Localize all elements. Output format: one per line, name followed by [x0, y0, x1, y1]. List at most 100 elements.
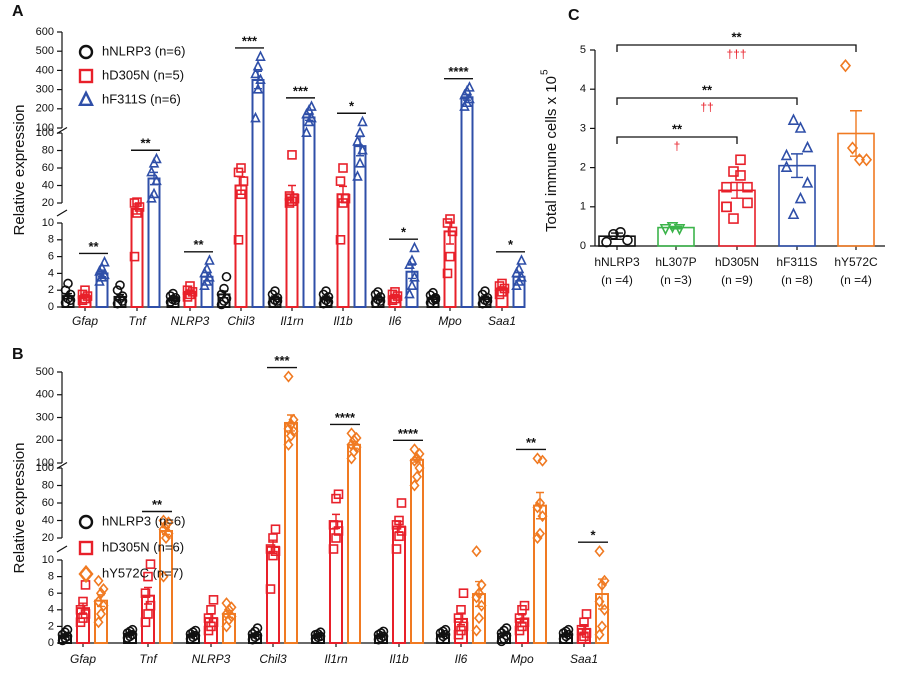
data-point: [346, 427, 357, 440]
data-point: [160, 531, 172, 545]
data-point: [321, 286, 331, 296]
data-point: [471, 545, 482, 558]
data-point: [411, 452, 423, 465]
axis-break: [56, 126, 68, 135]
data-point: [390, 287, 400, 297]
data-point: [581, 609, 592, 619]
data-point: [513, 262, 525, 274]
y-tick-label: 4: [48, 604, 54, 616]
data-point: [272, 296, 283, 306]
data-point: [170, 295, 181, 306]
legend-marker: [78, 90, 94, 107]
data-point: [93, 574, 104, 587]
y-tick-label: 300: [36, 411, 54, 423]
y-tick-label: 200: [36, 103, 54, 115]
data-point: [396, 498, 407, 508]
data-point: [801, 176, 814, 188]
data-point: [112, 298, 123, 309]
data-point: [265, 544, 276, 554]
y-tick-label: 20: [42, 197, 54, 209]
data-point: [473, 587, 485, 600]
data-point: [288, 413, 299, 426]
data-point: [780, 160, 793, 172]
significance-label: *: [590, 528, 596, 543]
y-tick-label: 5: [580, 44, 586, 56]
data-point: [127, 624, 138, 635]
data-point: [255, 73, 266, 84]
data-point: [346, 438, 357, 451]
data-point: [315, 631, 326, 642]
data-point: [238, 176, 249, 186]
y-tick-label: 8: [48, 234, 54, 246]
data-point: [532, 501, 543, 514]
data-point: [96, 261, 108, 273]
data-point: [60, 627, 70, 638]
data-point: [145, 600, 156, 611]
x-tick-label: Mpo: [438, 314, 462, 328]
data-point: [532, 531, 543, 545]
data-point: [594, 628, 605, 641]
data-point: [406, 254, 418, 265]
data-point: [445, 214, 455, 224]
error-bar: [791, 153, 803, 179]
data-point: [409, 271, 420, 282]
bar: [285, 193, 299, 308]
y-tick-label: 4: [580, 83, 586, 95]
data-point: [860, 153, 873, 167]
data-point: [252, 83, 264, 94]
data-point: [458, 588, 469, 599]
data-point: [201, 262, 213, 274]
y-tick-label: 60: [42, 497, 54, 509]
y-tick-label: 0: [48, 301, 54, 313]
data-point: [375, 296, 386, 306]
data-point: [445, 251, 455, 262]
data-point: [373, 287, 383, 297]
y-tick-label: 80: [42, 144, 54, 156]
data-point: [185, 281, 195, 291]
data-point: [352, 135, 363, 146]
data-point: [265, 584, 276, 594]
data-point: [323, 292, 334, 302]
data-point: [145, 559, 156, 569]
bar: [130, 208, 144, 308]
data-point: [599, 603, 610, 616]
data-point: [370, 289, 381, 300]
data-point: [233, 235, 244, 245]
data-point: [132, 208, 142, 218]
data-point: [534, 527, 546, 540]
data-point: [406, 279, 418, 291]
data-point: [57, 629, 68, 640]
data-point: [532, 452, 543, 465]
legend-label: hF311S (n=6): [102, 91, 181, 106]
data-point: [742, 197, 753, 209]
data-point: [247, 629, 258, 639]
data-point: [447, 226, 458, 237]
x-tick-label: Il6: [389, 314, 402, 328]
data-point: [576, 634, 587, 644]
y-tick-label: 10: [42, 217, 54, 229]
x-tick-label: Chil3: [227, 314, 255, 328]
data-point: [283, 422, 294, 435]
data-point: [594, 595, 605, 608]
data-point: [252, 623, 263, 633]
y-axis-label-group: Total immune cells x 105: [540, 69, 560, 232]
data-point: [440, 624, 451, 635]
x-tick-label: Il1b: [333, 314, 353, 328]
y-tick-label: 500: [36, 366, 54, 378]
axis-break: [56, 209, 68, 217]
x-tick-label: Il1rn: [280, 314, 304, 328]
data-point: [742, 181, 753, 193]
x-tick-sublabel: (n =4): [840, 273, 872, 287]
data-point: [221, 607, 232, 620]
x-tick-label: Il6: [455, 652, 468, 666]
y-tick-label: 40: [42, 179, 54, 191]
data-point: [357, 143, 368, 155]
data-point: [394, 515, 404, 526]
data-point: [721, 201, 732, 213]
y-axis-label: Relative expression: [11, 443, 28, 574]
x-tick-label: hF311S: [776, 255, 817, 269]
x-tick-label: Saa1: [570, 652, 598, 666]
data-point: [456, 604, 466, 615]
data-point: [221, 271, 232, 282]
data-point: [143, 571, 153, 582]
